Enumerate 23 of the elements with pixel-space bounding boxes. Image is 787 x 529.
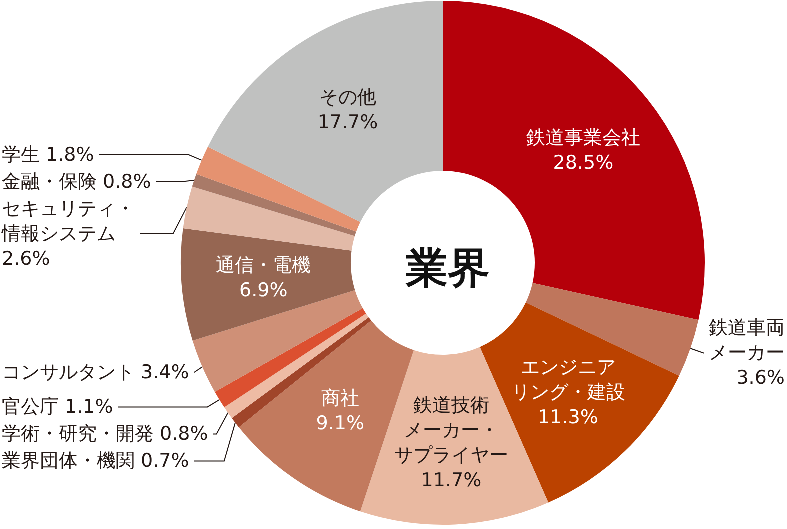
slice-label: 学生 1.8% (2, 144, 94, 166)
slice-label: 金融・保険 0.8% (2, 170, 152, 193)
data-label: 3.6% (736, 367, 785, 390)
text: 業界 (405, 244, 490, 292)
data-label: 28.5% (553, 152, 614, 174)
slice-label: 通信・電機 (216, 254, 312, 277)
data-label: 9.1% (316, 412, 365, 434)
slice-label: 鉄道事業会社 (526, 126, 640, 149)
data-label: 17.7% (318, 112, 378, 134)
data-label: 11.3% (538, 406, 598, 428)
slice-label: 鉄道技術メーカー・サプライヤー (394, 394, 508, 466)
data-label: 11.7% (421, 469, 482, 492)
slice-label: 官公庁 1.1% (2, 396, 114, 418)
data-label: 2.6% (2, 248, 50, 270)
slice-label: エンジニアリング・建設 (511, 356, 626, 404)
slice-label: 商社 (321, 387, 360, 410)
slice-label: コンサルタント 3.4% (2, 362, 190, 384)
slice-label: その他 (319, 86, 376, 109)
slice-label: 鉄道車両メーカー (709, 317, 785, 364)
slice-label: 学術・研究・開発 0.8% (2, 423, 208, 446)
slice-label: 業界団体・機関 0.7% (2, 450, 190, 472)
data-label: 6.9% (240, 280, 288, 302)
slice-label: セキュリティ・情報システム (1, 198, 135, 245)
